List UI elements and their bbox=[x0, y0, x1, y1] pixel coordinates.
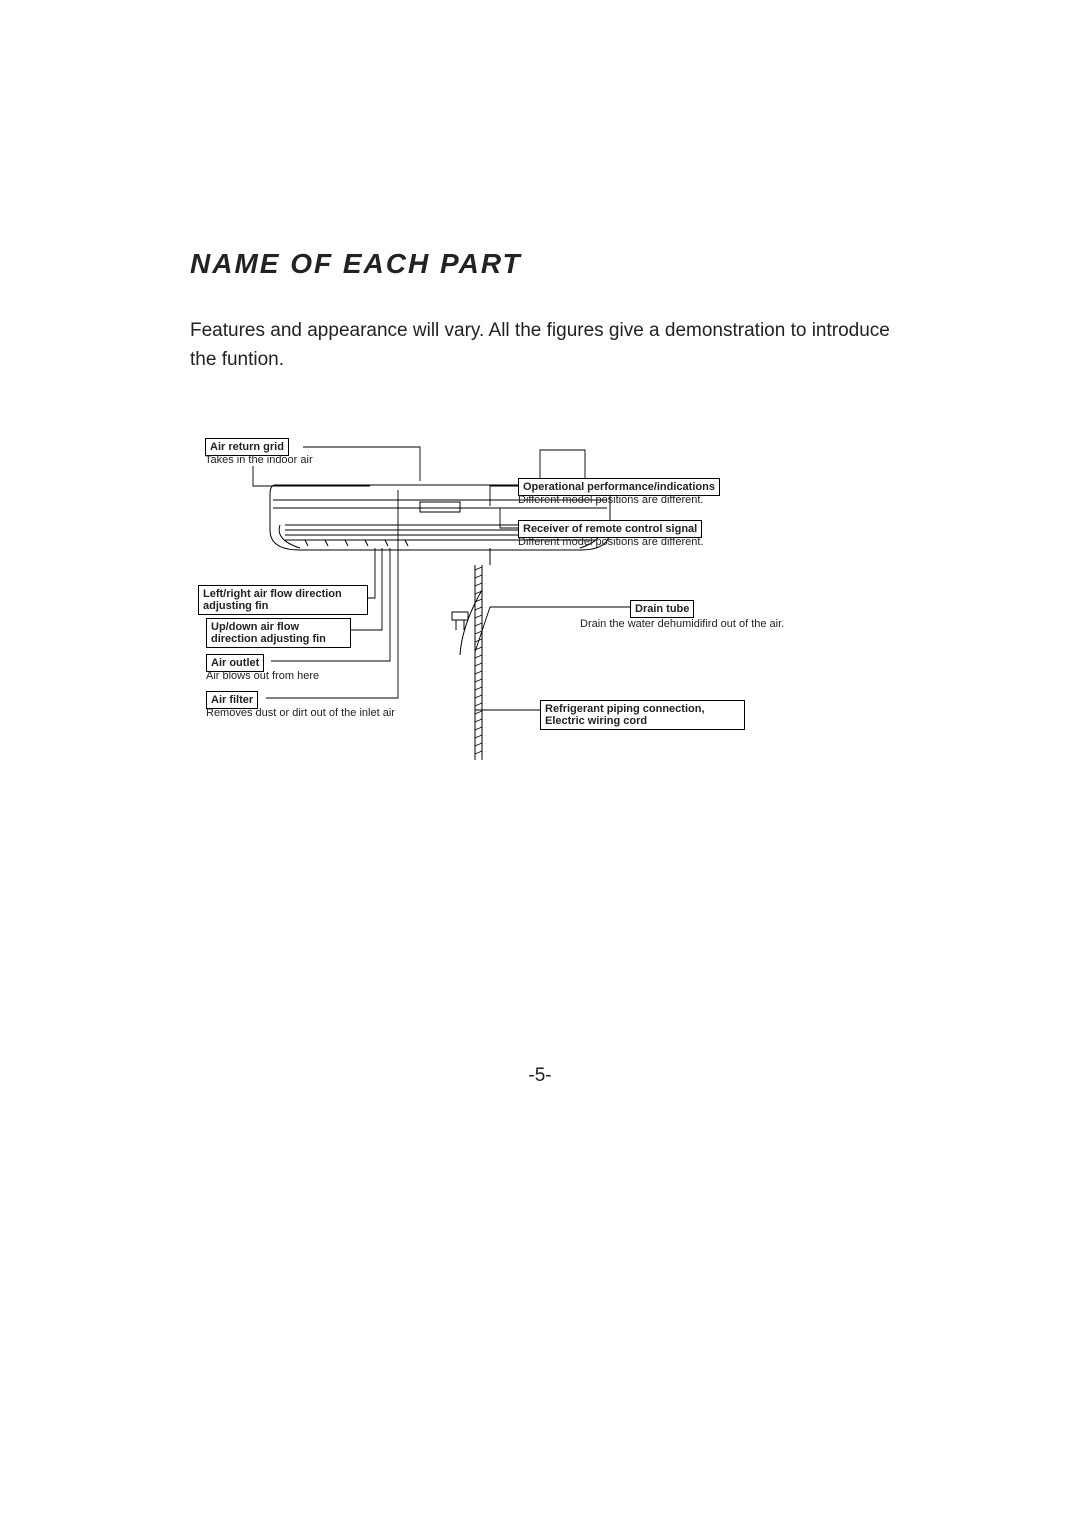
label-ud-fin: Up/down air flow direction adjusting fin bbox=[206, 618, 351, 648]
page-title: NAME OF EACH PART bbox=[190, 248, 522, 280]
label-lr-fin: Left/right air flow direction adjusting … bbox=[198, 585, 368, 615]
note-air-return-grid: Takes in the indoor air bbox=[205, 454, 313, 466]
intro-paragraph: Features and appearance will vary. All t… bbox=[190, 316, 890, 375]
parts-diagram: Air return grid Takes in the indoor air … bbox=[190, 430, 890, 780]
note-air-filter: Removes dust or dirt out of the inlet ai… bbox=[206, 707, 395, 719]
note-drain-tube: Drain the water dehumidifird out of the … bbox=[580, 618, 784, 630]
note-air-outlet: Air blows out from here bbox=[206, 670, 319, 682]
label-refrigerant: Refrigerant piping connection, Electric … bbox=[540, 700, 745, 730]
label-drain-tube: Drain tube bbox=[630, 600, 694, 618]
note-op-perf: Different model positions are different. bbox=[518, 494, 703, 506]
note-receiver: Different model positions are different. bbox=[518, 536, 703, 548]
page-number: -5- bbox=[0, 1065, 1080, 1087]
piping-drawing bbox=[452, 548, 490, 760]
